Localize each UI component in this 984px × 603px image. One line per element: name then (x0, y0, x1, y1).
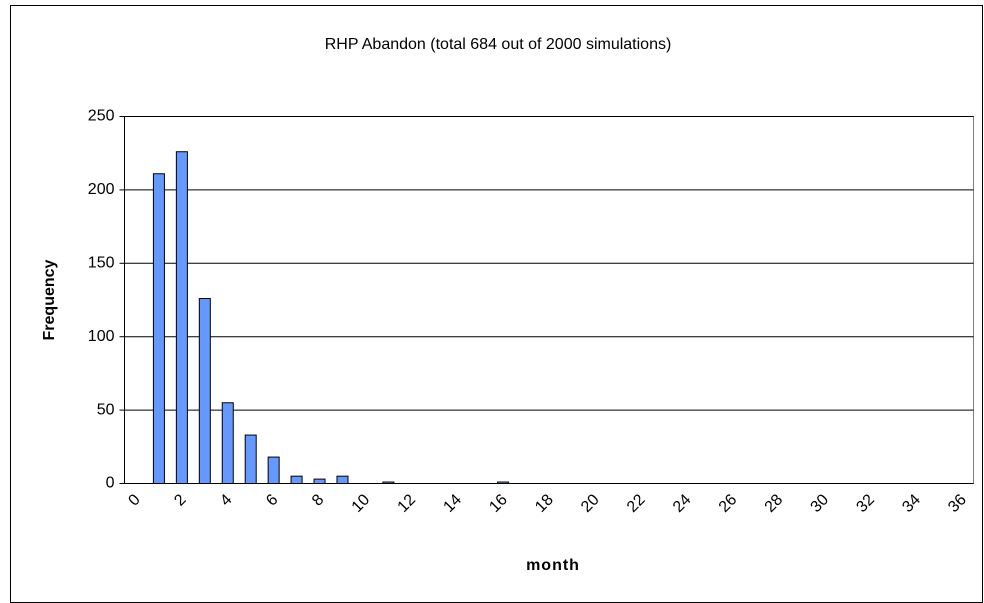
bar (152, 173, 165, 484)
y-tick-label: 250 (88, 108, 115, 125)
x-axis-label: month (526, 557, 580, 574)
bar (244, 434, 257, 484)
bar (497, 481, 510, 485)
bar (198, 298, 211, 485)
y-tick-label: 0 (106, 475, 115, 492)
chart-title: RHP Abandon (total 684 out of 2000 simul… (325, 36, 672, 53)
bar (175, 151, 188, 484)
bar (336, 475, 349, 485)
bar (221, 402, 234, 485)
y-tick-label: 100 (88, 328, 115, 345)
plot-area (124, 116, 974, 484)
bar (313, 478, 326, 485)
y-axis-label: Frequency (41, 259, 58, 340)
bar (290, 475, 303, 485)
y-tick-label: 200 (88, 181, 115, 198)
y-tick-label: 50 (97, 401, 115, 418)
bar (382, 481, 395, 485)
y-tick-label: 150 (88, 255, 115, 272)
bar (267, 456, 280, 484)
